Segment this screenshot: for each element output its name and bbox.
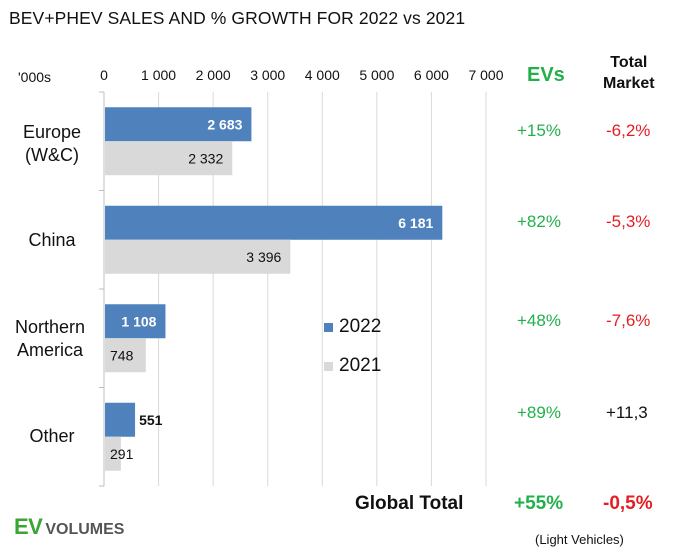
x-axis-ticks: 0 1 000 2 000 3 000 4 000 5 000 6 000 7 000 [100,67,504,83]
x-tick-label: 0 [100,67,108,83]
legend-label: 2022 [339,316,382,337]
bar-value-label: 6 181 [398,215,433,231]
category-line: Northern [14,317,86,337]
legend-label: 2021 [339,355,382,376]
bar-2021-1 [105,239,291,274]
header-line: Market [603,75,655,92]
global-total-label: Global Total [355,493,464,514]
units-label: '000s [18,69,52,85]
x-tick-label: 7 000 [468,67,503,83]
total-growth-northern-america: -7,6% [606,311,651,330]
evs-growth-other: +89% [517,403,561,422]
category-line: (W&C) [25,145,79,165]
category-line: America [16,340,83,360]
evs-growth-china: +82% [517,212,561,231]
legend-item-2022: 2022 [324,316,381,338]
category-line: Other [29,426,75,446]
global-evs-growth: +55% [514,493,564,514]
category-line: China [28,230,76,250]
total-growth-europe: -6,2% [606,121,651,140]
bar-labels: 2 683 2 332 6 181 3 396 1 108 748 551 291 [110,116,434,462]
legend-item-2021: 2021 [324,355,381,377]
category-label-europe: Europe (W&C) [4,121,100,167]
bar-2021-3 [105,436,121,471]
x-tick-label: 1 000 [141,67,176,83]
total-growth-other: +11,3 [606,403,648,422]
footnote: (Light Vehicles) [535,532,624,547]
category-line: Europe [22,122,82,142]
bar-value-label: 2 683 [207,116,242,132]
total-market-header: Total Market [603,52,655,94]
bar-2021-2 [105,338,146,373]
bar-2022-0 [105,107,252,142]
x-tick-label: 3 000 [250,67,285,83]
bar-2021-0 [105,141,233,176]
evs-header: EVs [527,64,565,86]
category-label-northern-america: Northern America [0,316,100,362]
evs-growth-northern-america: +48% [517,311,561,330]
bar-value-label: 3 396 [246,249,281,265]
bar-value-label: 291 [110,446,134,462]
bars [105,107,443,471]
bar-2022-1 [105,205,443,240]
legend-swatch-2022 [324,322,333,332]
global-total-market-growth: -0,5% [603,493,653,514]
bar-value-label: 1 108 [121,313,156,329]
x-tick-label: 4 000 [305,67,340,83]
category-label-other: Other [4,425,100,448]
category-label-china: China [4,229,100,252]
x-tick-label: 6 000 [414,67,449,83]
legend: 2022 2021 [324,316,381,377]
chart-title: BEV+PHEV SALES AND % GROWTH FOR 2022 vs … [9,8,466,28]
x-tick-label: 2 000 [196,67,231,83]
header-line: Total [610,54,648,71]
bar-value-label: 748 [110,347,134,363]
bar-value-label: 551 [139,412,163,428]
total-growth-china: -5,3% [606,212,651,231]
x-tick-label: 5 000 [359,67,394,83]
ev-volumes-logo: EV VOLUMES [14,514,124,540]
evs-growth-europe: +15% [517,121,561,140]
logo-volumes: VOLUMES [45,521,125,538]
logo-ev: EV [14,514,43,539]
bar-2022-2 [105,304,166,339]
legend-swatch-2021 [324,361,333,371]
bar-2022-3 [105,402,136,437]
bar-value-label: 2 332 [188,150,223,166]
